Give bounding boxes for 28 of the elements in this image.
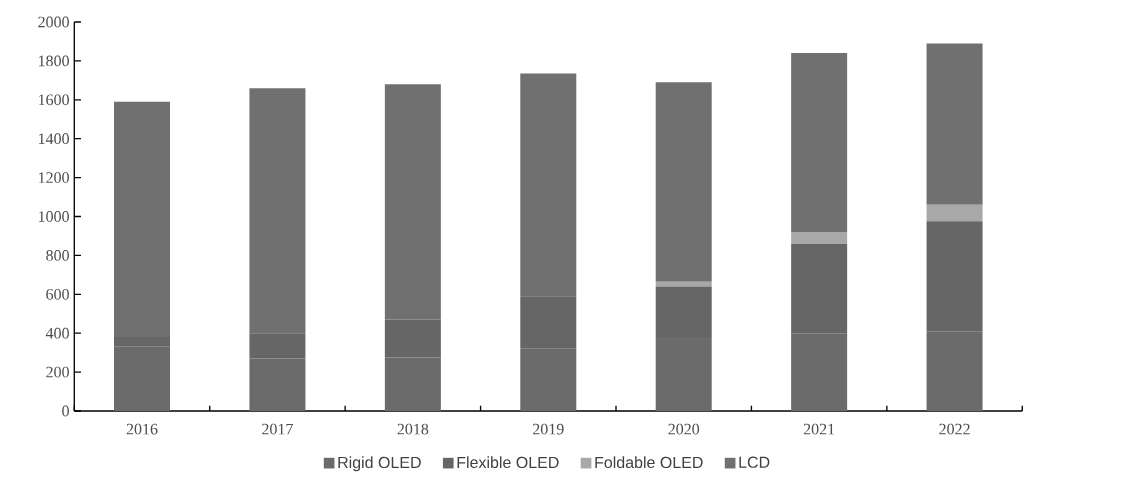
y-tick-label: 1000 xyxy=(38,211,69,222)
y-tick-label: 0 xyxy=(62,405,69,417)
y-tick-label: 600 xyxy=(46,288,69,300)
bar xyxy=(791,232,848,244)
y-tick-label: 1200 xyxy=(38,172,69,183)
legend-label: LCD xyxy=(739,456,770,468)
x-tick-label: 2016 xyxy=(126,423,158,435)
x-tick-label: 2018 xyxy=(397,423,429,435)
bar xyxy=(655,82,712,282)
x-tick-label: 2021 xyxy=(803,423,835,435)
x-tick-label: 2019 xyxy=(533,423,564,435)
legend-label: Flexible OLED xyxy=(457,456,559,469)
bar xyxy=(791,53,848,233)
x-tick-label: 2017 xyxy=(262,423,293,435)
legend-label: Rigid OLED xyxy=(338,456,421,472)
bar xyxy=(926,43,983,205)
y-tick-label: 1800 xyxy=(38,55,69,67)
bar xyxy=(926,204,983,222)
bar xyxy=(655,281,712,287)
y-tick-label: 200 xyxy=(46,366,69,378)
x-tick-label: 2020 xyxy=(668,423,700,435)
legend-label: Foldable OLED xyxy=(595,456,703,469)
y-tick-label: 2000 xyxy=(38,16,69,28)
y-tick-label: 800 xyxy=(46,250,69,261)
y-tick-label: 400 xyxy=(45,327,69,339)
x-tick-label: 2022 xyxy=(939,423,970,435)
y-tick-label: 1600 xyxy=(38,94,69,106)
y-tick-label: 1400 xyxy=(38,133,69,145)
